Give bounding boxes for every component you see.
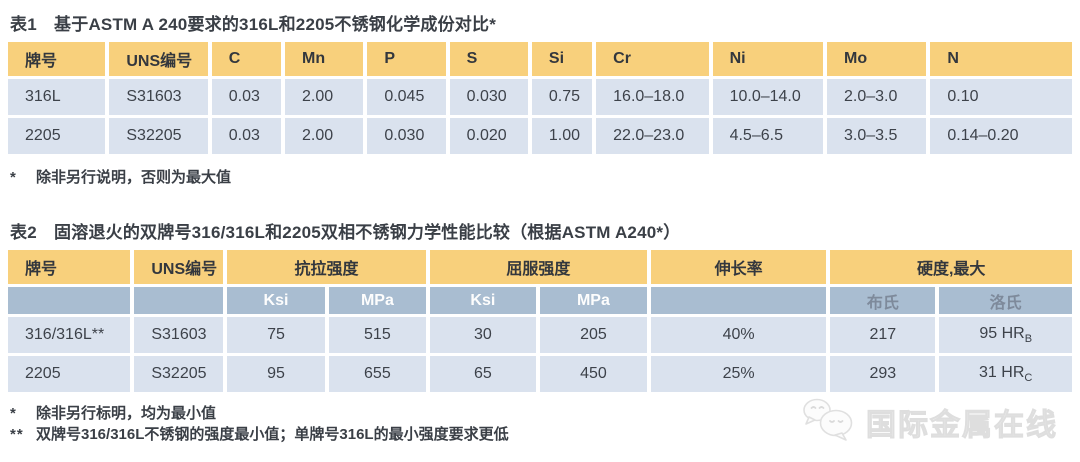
column-header: P (367, 42, 446, 76)
value-cell: 0.14–0.20 (930, 118, 1072, 154)
footnote-marker: * (10, 405, 17, 422)
column-header: Si (531, 42, 593, 76)
value-cell: 0.03 (211, 79, 282, 115)
column-header: UNS编号 (134, 250, 224, 284)
value-cell: 40% (650, 317, 827, 353)
table2-footnotes: * 除非另行标明，均为最小值 ** 双牌号316/316L不锈钢的强度最小值；单… (4, 403, 1074, 445)
value-cell: 0.030 (367, 118, 446, 154)
hardness-scale-subscript: C (1024, 372, 1033, 385)
column-header-yield: 屈服强度 (429, 250, 647, 284)
value-cell: 3.0–3.5 (827, 118, 927, 154)
value-cell: 2.0–3.0 (827, 79, 927, 115)
table-row: 316/316L** S31603 75 515 30 205 40% 217 … (8, 317, 1072, 353)
value-cell: 217 (830, 317, 936, 353)
value-cell: 16.0–18.0 (596, 79, 709, 115)
column-header: N (930, 42, 1072, 76)
value-cell: 450 (539, 356, 647, 392)
value-cell: 0.030 (449, 79, 528, 115)
hardness-rockwell-cell: 95 HRB (939, 317, 1072, 353)
unit-header-brinell: 布氏 (830, 287, 936, 314)
hardness-rockwell-cell: 31 HRC (939, 356, 1072, 392)
uns-cell: S32205 (134, 356, 224, 392)
column-header: Mo (827, 42, 927, 76)
watermark-text: 国际金属在线 (866, 408, 1058, 442)
value-cell: 2.00 (285, 79, 364, 115)
value-cell: 22.0–23.0 (596, 118, 709, 154)
footnote-marker: * (10, 169, 17, 186)
hardness-value: 95 HR (979, 324, 1025, 342)
table-row: 2205 S32205 95 655 65 450 25% 293 31 HRC (8, 356, 1072, 392)
value-cell: 515 (328, 317, 426, 353)
column-header-tensile: 抗拉强度 (227, 250, 426, 284)
uns-cell: S31603 (109, 79, 208, 115)
hardness-scale-subscript: B (1024, 333, 1033, 346)
footnote-text: 除非另行说明，否则为最大值 (36, 169, 232, 186)
value-cell: 25% (650, 356, 827, 392)
column-header: 牌号 (8, 42, 106, 76)
value-cell: 655 (328, 356, 426, 392)
value-cell: 0.10 (930, 79, 1072, 115)
value-cell: 95 (227, 356, 325, 392)
table2-mechanical-properties: 牌号 UNS编号 抗拉强度 屈服强度 伸长率 硬度,最大 Ksi MPa Ksi… (4, 247, 1076, 395)
unit-header: MPa (539, 287, 647, 314)
value-cell: 4.5–6.5 (712, 118, 823, 154)
unit-header-rockwell: 洛氏 (939, 287, 1072, 314)
value-cell: 0.020 (449, 118, 528, 154)
table2-footnote-2: ** 双牌号316/316L不锈钢的强度最小值；单牌号316L的最小强度要求更低 (4, 424, 1074, 445)
column-header: Cr (596, 42, 709, 76)
table2-header-row: 牌号 UNS编号 抗拉强度 屈服强度 伸长率 硬度,最大 (8, 250, 1072, 284)
hardness-value: 31 HR (979, 363, 1025, 381)
watermark: 国际金属在线 (802, 397, 1058, 446)
value-cell: 2.00 (285, 118, 364, 154)
wechat-bubbles-icon (802, 397, 860, 446)
unit-header: Ksi (429, 287, 536, 314)
table-row: 2205 S32205 0.03 2.00 0.030 0.020 1.00 2… (8, 118, 1072, 154)
table1-footnote: * 除非另行说明，否则为最大值 (4, 167, 1074, 188)
column-header: UNS编号 (109, 42, 208, 76)
grade-cell: 2205 (8, 118, 106, 154)
column-header-elongation: 伸长率 (650, 250, 827, 284)
document-page: 表1 基于ASTM A 240要求的316L和2205不锈钢化学成份对比* 牌号… (4, 15, 1076, 445)
value-cell: 293 (830, 356, 936, 392)
column-header: Ni (712, 42, 823, 76)
value-cell: 65 (429, 356, 536, 392)
table2-subheader-row: Ksi MPa Ksi MPa 布氏 洛氏 (8, 287, 1072, 314)
unit-header: Ksi (227, 287, 325, 314)
column-header: Mn (285, 42, 364, 76)
column-header-hardness: 硬度,最大 (830, 250, 1072, 284)
value-cell: 10.0–14.0 (712, 79, 823, 115)
uns-cell: S31603 (134, 317, 224, 353)
column-header: 牌号 (8, 250, 131, 284)
value-cell: 0.03 (211, 118, 282, 154)
subheader-empty (650, 287, 827, 314)
table1-chemical-composition: 牌号 UNS编号 C Mn P S Si Cr Ni Mo N 316L S31… (4, 39, 1076, 157)
uns-cell: S32205 (109, 118, 208, 154)
value-cell: 75 (227, 317, 325, 353)
column-header: C (211, 42, 282, 76)
unit-header: MPa (328, 287, 426, 314)
footnote-text: 双牌号316/316L不锈钢的强度最小值；单牌号316L的最小强度要求更低 (36, 426, 509, 443)
grade-cell: 316L (8, 79, 106, 115)
subheader-empty (134, 287, 224, 314)
table1-header-row: 牌号 UNS编号 C Mn P S Si Cr Ni Mo N (8, 42, 1072, 76)
column-header: S (449, 42, 528, 76)
subheader-empty (8, 287, 131, 314)
footnote-text: 除非另行标明，均为最小值 (36, 405, 217, 422)
grade-cell: 2205 (8, 356, 131, 392)
value-cell: 205 (539, 317, 647, 353)
value-cell: 0.045 (367, 79, 446, 115)
table1-title: 表1 基于ASTM A 240要求的316L和2205不锈钢化学成份对比* (10, 15, 497, 34)
value-cell: 30 (429, 317, 536, 353)
table2-title: 表2 固溶退火的双牌号316/316L和2205双相不锈钢力学性能比较（根据AS… (10, 223, 681, 242)
table-row: 316L S31603 0.03 2.00 0.045 0.030 0.75 1… (8, 79, 1072, 115)
footnote-marker: ** (10, 426, 24, 443)
value-cell: 1.00 (531, 118, 593, 154)
table2-footnote-1: * 除非另行标明，均为最小值 (4, 403, 1074, 424)
value-cell: 0.75 (531, 79, 593, 115)
grade-cell: 316/316L** (8, 317, 131, 353)
